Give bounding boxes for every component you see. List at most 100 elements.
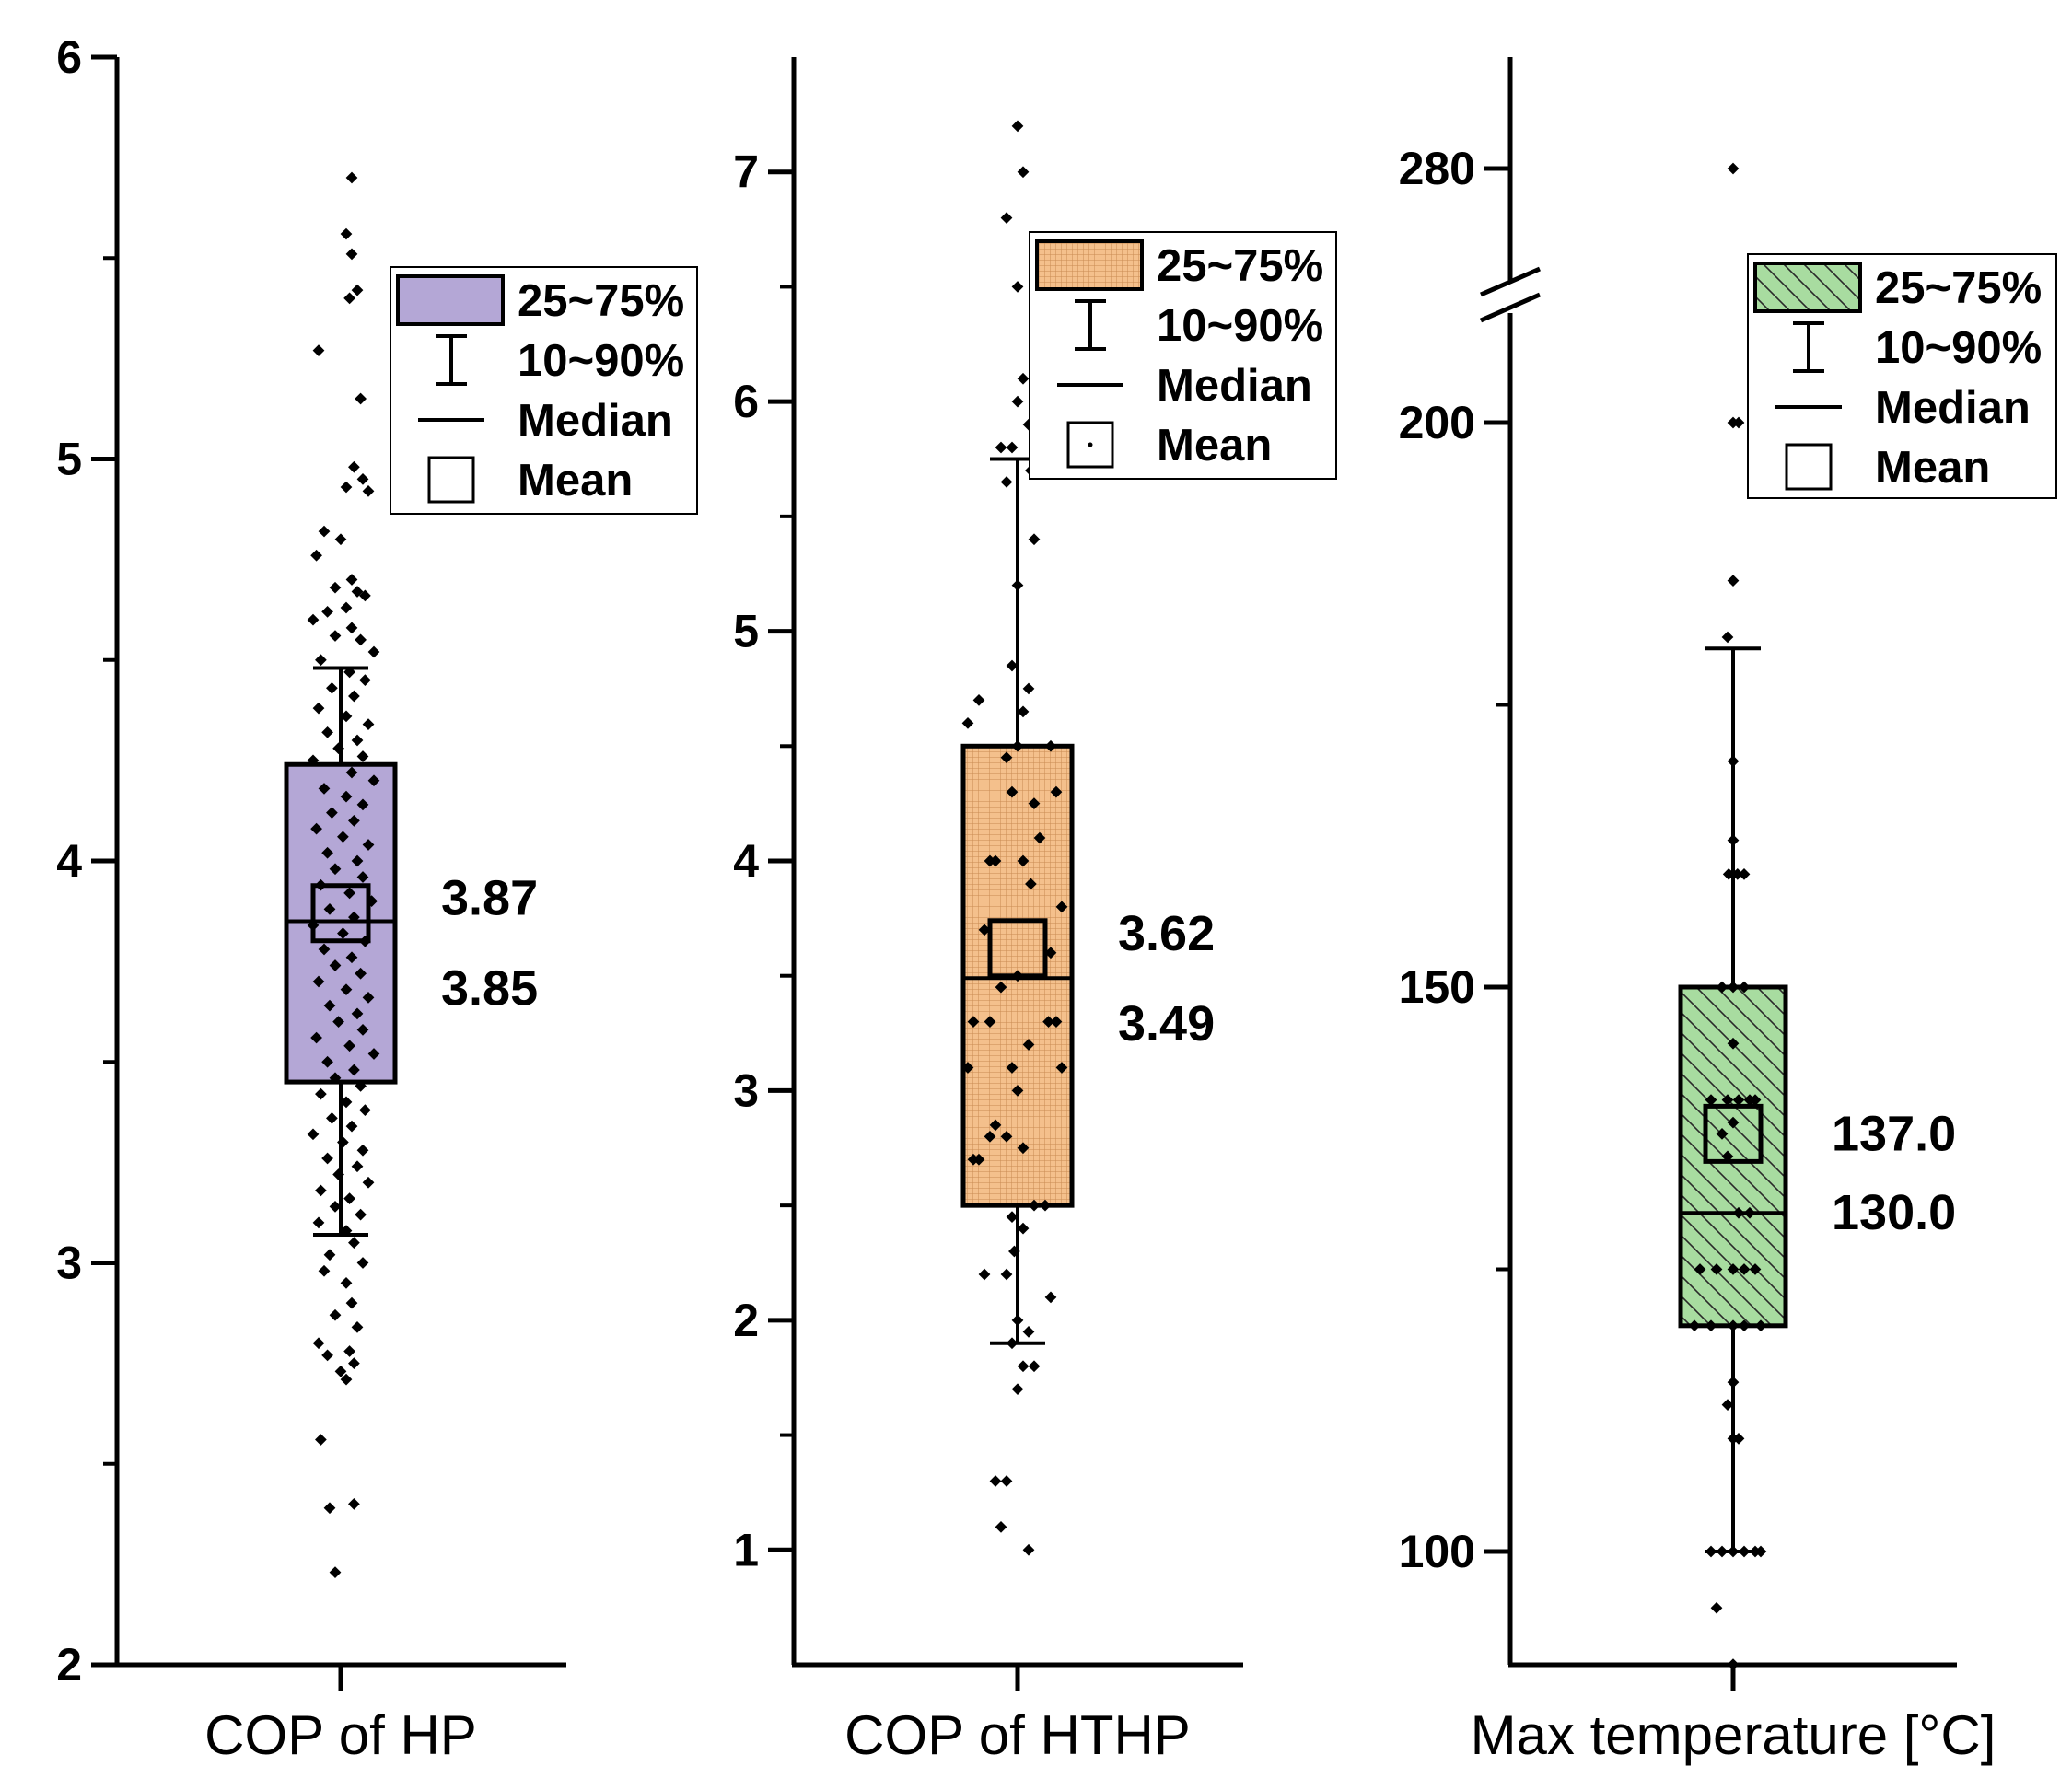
y-tick-label: 6 — [56, 31, 82, 83]
data-point — [343, 292, 355, 305]
data-point — [312, 702, 325, 715]
data-point — [312, 1216, 325, 1229]
x-axis-title: Max temperature [°C] — [1471, 1704, 1996, 1766]
data-point — [356, 1144, 369, 1157]
data-point — [332, 742, 344, 755]
legend-box-label: 25~75% — [1157, 241, 1323, 291]
y-tick-label: 6 — [733, 376, 759, 427]
data-point — [348, 1357, 360, 1369]
y-tick-label: 3 — [56, 1238, 82, 1289]
y-tick-label: 4 — [56, 835, 82, 887]
data-point — [1721, 631, 1734, 644]
legend-mean-symbol — [1785, 443, 1833, 491]
data-point — [1011, 1314, 1024, 1327]
mean-value-label: 137.0 — [1832, 1106, 1956, 1161]
mean-marker — [1703, 1103, 1764, 1164]
legend-box-label: 25~75% — [518, 276, 684, 326]
data-point — [1727, 755, 1740, 768]
data-point — [345, 171, 358, 184]
legend-median-label: Median — [1875, 383, 2031, 433]
legend-mean-label: Mean — [1875, 443, 1990, 493]
data-point — [345, 574, 358, 586]
legend-mean-label: Mean — [1157, 421, 1272, 471]
data-point — [989, 1475, 1002, 1487]
data-point — [1727, 1376, 1740, 1389]
data-point — [307, 613, 320, 626]
data-point — [995, 1520, 1007, 1533]
data-point — [1738, 868, 1751, 880]
data-point — [340, 481, 353, 494]
data-point — [1022, 1325, 1035, 1338]
legend-box-label: 25~75% — [1875, 263, 2042, 313]
data-point — [315, 1087, 327, 1100]
data-point — [1017, 1360, 1030, 1373]
axis-break-mark — [1479, 266, 1542, 297]
data-point — [312, 1337, 325, 1350]
data-point — [323, 1502, 336, 1515]
panel-max-temperature: 100 150 200 280 Max temperature [°C] 137.0 130… — [1399, 57, 2057, 1766]
y-tick-label: 200 — [1399, 397, 1475, 448]
data-point — [318, 1264, 331, 1277]
legend-whisker-label: 10~90% — [1875, 323, 2042, 373]
mean-value-label: 3.62 — [1118, 906, 1215, 961]
y-tick-label: 3 — [733, 1064, 759, 1116]
panel-cop-hp: 2 3 4 5 6 COP of HP 3.87 3.85 25~75% 10~90% Median… — [56, 31, 698, 1766]
legend-whisker-label: 10~90% — [518, 336, 684, 386]
data-point — [329, 1308, 342, 1321]
x-axis-title: COP of HP — [204, 1704, 477, 1766]
data-point — [1705, 1545, 1717, 1558]
data-point — [329, 630, 342, 642]
data-point — [348, 460, 360, 473]
data-point — [1017, 372, 1030, 385]
data-point — [1017, 166, 1030, 179]
data-point — [359, 674, 371, 686]
data-point — [1738, 1545, 1751, 1558]
data-point — [1044, 1291, 1057, 1304]
data-point — [1727, 1545, 1740, 1558]
data-point — [345, 622, 358, 634]
data-point — [1727, 162, 1740, 175]
data-point — [1022, 682, 1035, 695]
median-value-label: 3.85 — [441, 961, 538, 1017]
data-point — [367, 645, 380, 658]
data-point — [1011, 579, 1024, 592]
data-point — [326, 1111, 338, 1124]
data-point — [343, 1192, 355, 1205]
data-point — [345, 1296, 358, 1309]
y-tick-label: 150 — [1399, 961, 1475, 1013]
data-point — [351, 734, 364, 747]
data-point — [348, 690, 360, 703]
data-point — [340, 1276, 353, 1289]
y-tick-label: 5 — [733, 606, 759, 657]
x-axis-title: COP of HTHP — [844, 1704, 1191, 1766]
data-point — [1022, 1543, 1035, 1556]
data-point — [307, 1128, 320, 1141]
data-point — [978, 1268, 991, 1281]
legend: 25~75% 10~90% Median Mean — [390, 266, 698, 515]
data-point — [356, 472, 369, 485]
data-point — [315, 1434, 327, 1446]
data-point — [343, 1345, 355, 1357]
iqr-box — [284, 761, 398, 1085]
data-point — [355, 392, 367, 405]
data-point — [340, 227, 353, 240]
data-point — [1011, 120, 1024, 133]
data-point — [1028, 533, 1041, 546]
data-point — [362, 1176, 375, 1189]
data-point — [1000, 476, 1013, 488]
mean-marker — [310, 883, 371, 944]
data-point — [972, 694, 985, 706]
data-point — [348, 1237, 360, 1250]
data-point — [351, 1320, 364, 1333]
data-point — [329, 1566, 342, 1578]
data-point — [1710, 1601, 1723, 1614]
data-point — [1000, 1268, 1013, 1281]
data-point — [1727, 1658, 1740, 1670]
data-point — [1727, 575, 1740, 587]
data-point — [995, 441, 1007, 454]
y-tick-label: 7 — [733, 146, 759, 198]
y-tick-label: 280 — [1399, 143, 1475, 194]
data-point — [351, 284, 364, 296]
data-point — [345, 248, 358, 261]
data-point — [312, 344, 325, 357]
